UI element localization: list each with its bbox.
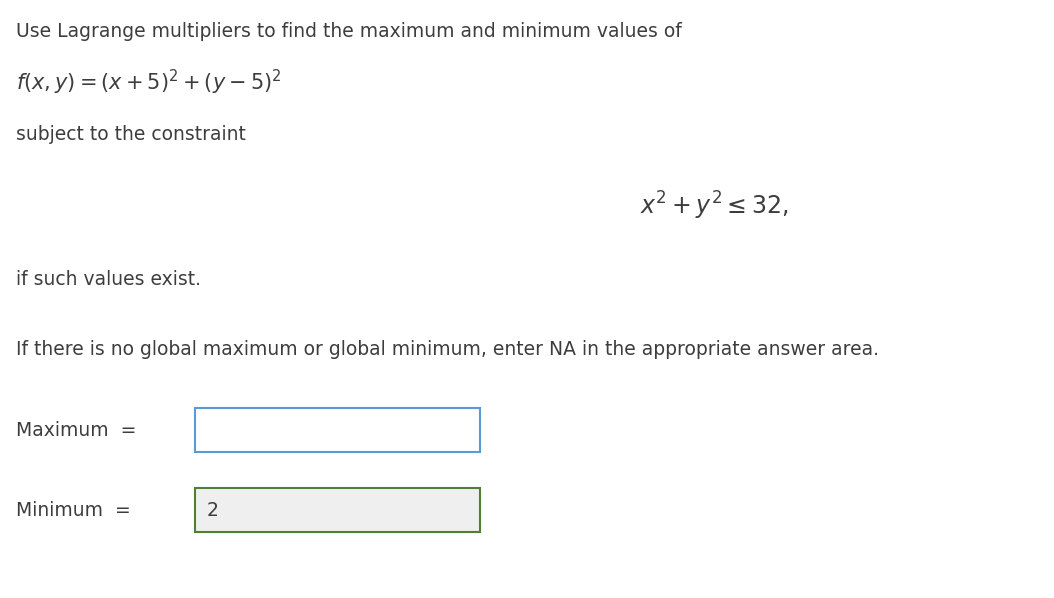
- Text: if such values exist.: if such values exist.: [16, 270, 201, 289]
- Text: $x^2 + y^2 \leq 32,$: $x^2 + y^2 \leq 32,$: [640, 190, 788, 222]
- Text: Use Lagrange multipliers to find the maximum and minimum values of: Use Lagrange multipliers to find the max…: [16, 22, 682, 41]
- FancyBboxPatch shape: [195, 488, 480, 532]
- FancyBboxPatch shape: [195, 408, 480, 452]
- Text: 2: 2: [207, 501, 219, 520]
- Text: $f(x, y) = (x + 5)^2 + (y - 5)^2$: $f(x, y) = (x + 5)^2 + (y - 5)^2$: [16, 68, 281, 97]
- Text: Maximum  =: Maximum =: [16, 420, 136, 440]
- Text: subject to the constraint: subject to the constraint: [16, 125, 246, 144]
- Text: Minimum  =: Minimum =: [16, 501, 131, 520]
- Text: If there is no global maximum or global minimum, enter NA in the appropriate ans: If there is no global maximum or global …: [16, 340, 879, 359]
